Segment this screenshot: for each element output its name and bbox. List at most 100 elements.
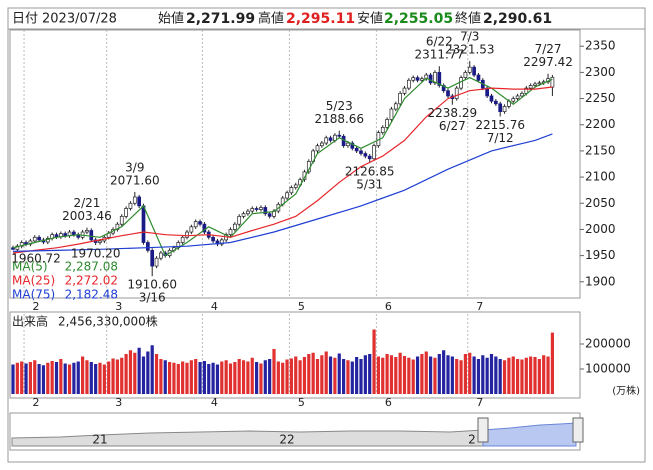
- annotation-date: 7/12: [487, 131, 514, 145]
- volume-bar: [398, 352, 402, 394]
- volume-bar: [63, 363, 67, 394]
- candle-body: [324, 137, 329, 144]
- volume-bar: [368, 354, 372, 394]
- candle-body: [489, 95, 494, 102]
- volume-bar: [498, 359, 502, 394]
- volume-bar: [429, 356, 433, 394]
- candle-body: [259, 207, 263, 210]
- volume-bar: [502, 360, 507, 394]
- annotation-value: 2311.77: [414, 48, 464, 62]
- y-tick-label: 2050: [585, 196, 616, 210]
- candle-body: [119, 215, 124, 225]
- candle-body: [380, 127, 385, 133]
- volume-bar: [394, 357, 398, 394]
- open-label: 始値: [158, 11, 184, 27]
- candle-body: [98, 240, 102, 243]
- candle-body: [328, 137, 333, 141]
- volume-unit: (万株): [612, 384, 640, 397]
- candle-body: [367, 155, 372, 160]
- volume-bar: [237, 359, 241, 394]
- candle-body: [437, 72, 442, 86]
- volume-bar: [328, 356, 333, 394]
- x-tick-label: 2: [33, 396, 40, 409]
- candle-body: [389, 108, 394, 120]
- volume-bar: [315, 359, 320, 394]
- candle-body: [502, 106, 507, 113]
- volume-bar: [446, 355, 450, 394]
- volume-bar: [207, 364, 211, 394]
- annotation-date: 2/21: [73, 196, 100, 210]
- volume-bar: [37, 364, 41, 394]
- low-value: 2,255.05: [384, 11, 453, 27]
- x-tick-label: 4: [211, 396, 218, 409]
- volume-bar: [250, 357, 254, 394]
- y-tick-label: 2300: [585, 65, 616, 79]
- volume-bar: [268, 359, 272, 394]
- volume-bar: [20, 361, 24, 394]
- annotation-value: 2126.85: [345, 165, 395, 179]
- moving-average: [12, 76, 553, 257]
- annotation-value: 2238.29: [428, 106, 478, 120]
- candle-body: [446, 90, 450, 97]
- volume-bar: [137, 347, 141, 394]
- candle-body: [250, 208, 255, 212]
- volume-bar: [46, 362, 50, 394]
- volume-panel: [9, 311, 581, 399]
- candle-body: [315, 145, 320, 152]
- annotation-value: 2297.42: [523, 55, 573, 69]
- volume-bar: [189, 360, 193, 394]
- volume-title: 出来高: [12, 314, 48, 329]
- volume-bar: [89, 362, 93, 394]
- candle-body: [415, 77, 420, 81]
- candle-body: [85, 230, 89, 233]
- candle-body: [54, 234, 59, 238]
- candle-body: [211, 236, 215, 242]
- candle-body: [393, 103, 398, 110]
- volume-bar: [372, 329, 376, 394]
- volume-bar: [281, 362, 285, 394]
- y-tick-label: 2250: [585, 91, 616, 105]
- volume-bar: [516, 359, 520, 394]
- x-tick-label: 2: [33, 300, 40, 313]
- legend-value: 2,182.48: [65, 288, 118, 302]
- close-label: 終値: [455, 11, 481, 27]
- candle-body: [219, 239, 224, 245]
- candle-body: [189, 226, 194, 233]
- candle-body: [515, 95, 520, 99]
- candle-body: [37, 236, 41, 241]
- annotation-date: 5/23: [326, 99, 353, 113]
- volume-bar: [546, 356, 550, 394]
- volume-bar: [337, 353, 341, 394]
- volume-total: 2,456,330,000株: [58, 314, 158, 329]
- y-tick-label: 100000: [585, 362, 631, 376]
- volume-bar: [211, 362, 215, 394]
- volume-bar: [98, 362, 102, 394]
- volume-bar: [381, 357, 385, 394]
- candle-body: [228, 229, 233, 236]
- volume-bar: [172, 362, 176, 394]
- x-tick-label: 5: [298, 300, 305, 313]
- volume-bar: [489, 354, 494, 394]
- candle-body: [463, 72, 468, 78]
- annotation-value: 2071.60: [110, 173, 160, 187]
- y-tick-label: 2000: [585, 222, 616, 236]
- legend-value: 2,272.02: [65, 274, 118, 288]
- volume-bar: [533, 357, 537, 394]
- candle-body: [132, 196, 137, 204]
- navigator-label: 2: [468, 433, 476, 447]
- volume-bar: [324, 351, 328, 394]
- volume-bar: [259, 363, 263, 394]
- annotation-value: 1970.20: [71, 247, 121, 261]
- navigator-handle-right[interactable]: [572, 417, 584, 443]
- volume-bar: [202, 361, 206, 394]
- navigator-handle-left[interactable]: [477, 417, 489, 443]
- volume-bar: [389, 355, 394, 394]
- candle-body: [359, 150, 363, 154]
- volume-bar: [67, 364, 72, 394]
- legend-label: MA(75): [12, 288, 55, 302]
- volume-bar: [163, 360, 167, 394]
- candle-body: [402, 87, 407, 94]
- candle-body: [128, 202, 133, 209]
- candle-body: [411, 77, 416, 81]
